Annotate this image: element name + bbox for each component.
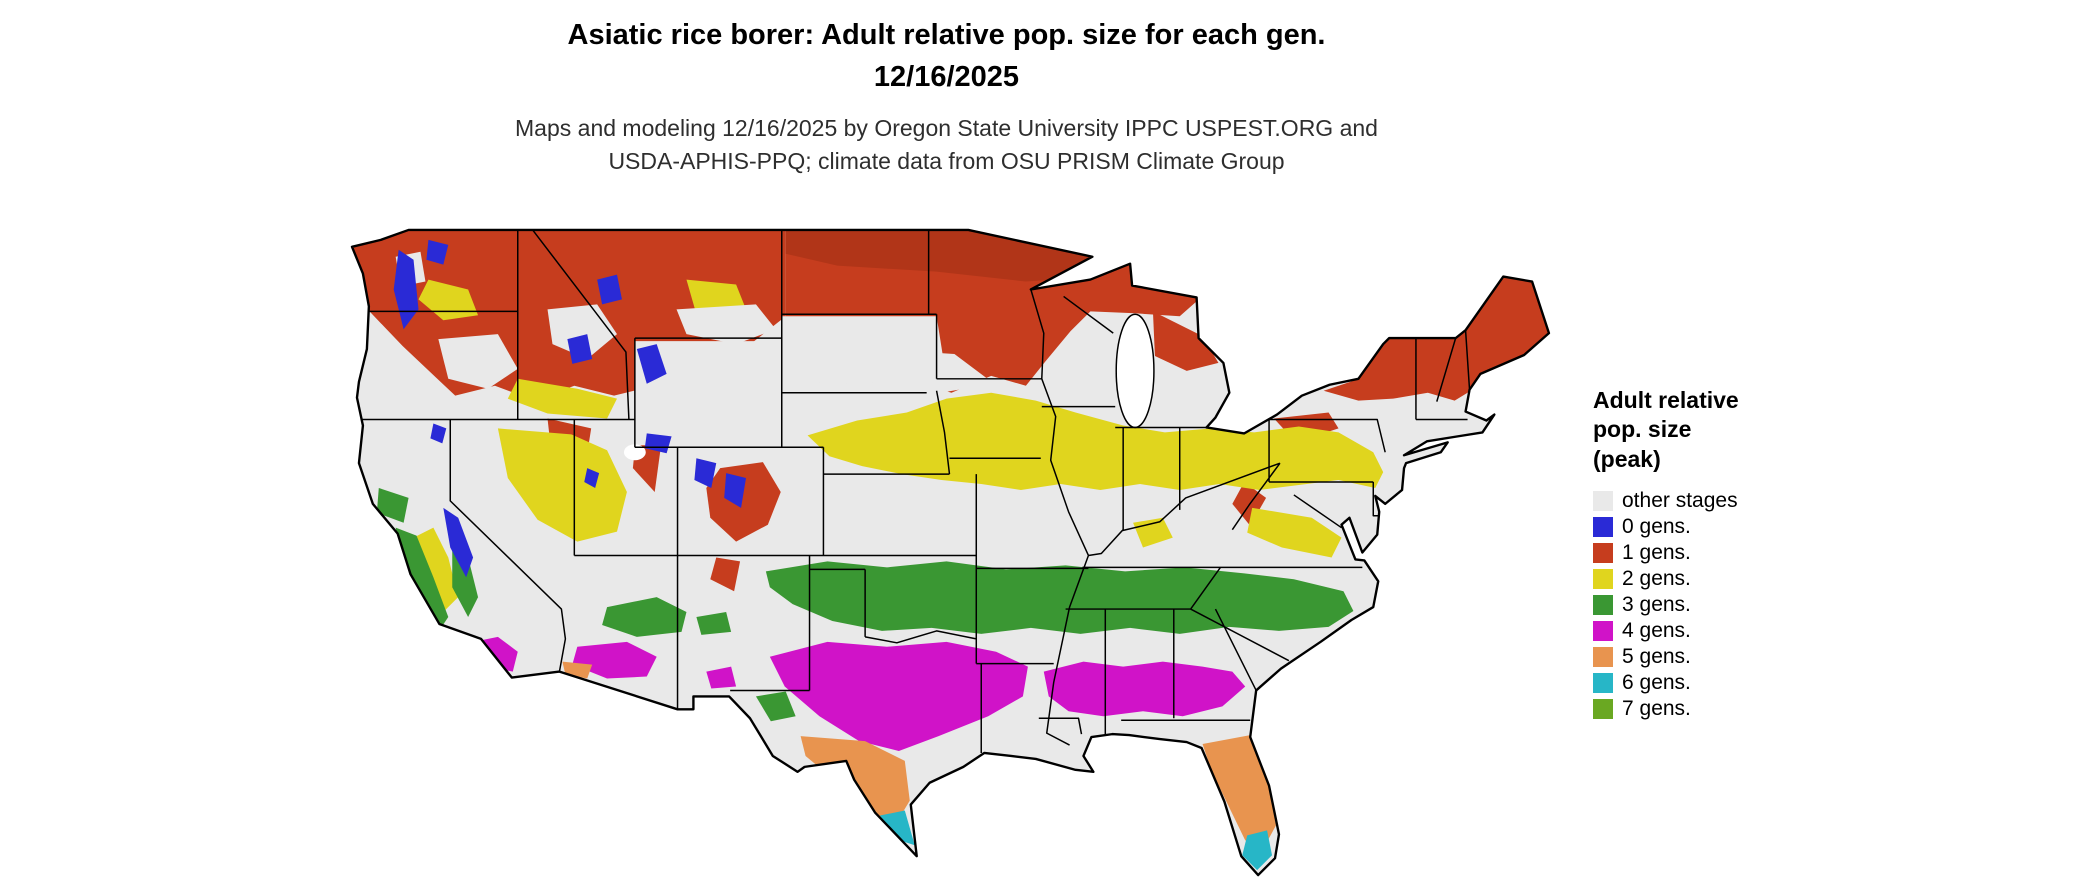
legend-swatch: [1593, 647, 1613, 668]
lake-michigan: [1115, 313, 1155, 429]
legend-item-7: 6 gens.: [1593, 670, 1843, 696]
legend-swatch: [1593, 595, 1613, 616]
map-layer-3-gens: [376, 487, 1354, 722]
legend-swatch: [1593, 699, 1613, 720]
us-outline: [350, 228, 1551, 877]
map-title-line-2: 12/16/2025: [873, 61, 1020, 94]
legend-item-label: 2 gens.: [1622, 567, 1691, 591]
legend-title-line-2: pop. size: [1593, 416, 1692, 443]
legend-item-6: 5 gens.: [1593, 644, 1843, 670]
legend-item-8: 7 gens.: [1593, 696, 1843, 722]
legend-swatch: [1593, 517, 1613, 538]
legend-item-0: other stages: [1593, 488, 1843, 514]
legend-swatch: [1593, 569, 1613, 590]
map-layer-6-gens: [880, 810, 1273, 871]
map-subtitle-line-2: USDA-APHIS-PPQ; climate data from OSU PR…: [608, 147, 1285, 174]
legend-swatch: [1593, 621, 1613, 642]
us-map: [350, 228, 1551, 877]
legend-item-label: 6 gens.: [1622, 671, 1691, 695]
legend-item-label: 0 gens.: [1622, 515, 1691, 539]
legend-item-3: 2 gens.: [1593, 566, 1843, 592]
map-subtitle-line-1: Maps and modeling 12/16/2025 by Oregon S…: [515, 115, 1378, 142]
map-layer-0-gens: [393, 239, 747, 578]
title-block: Asiatic rice borer: Adult relative pop. …: [338, 14, 1555, 177]
legend-title: Adult relative pop. size (peak): [1593, 386, 1843, 474]
legend-item-label: 5 gens.: [1622, 645, 1691, 669]
legend-item-label: 1 gens.: [1622, 541, 1691, 565]
legend-item-2: 1 gens.: [1593, 540, 1843, 566]
great-salt-lake: [623, 444, 646, 461]
map-title-line-1: Asiatic rice borer: Adult relative pop. …: [567, 19, 1326, 51]
legend-title-line-1: Adult relative: [1593, 387, 1739, 413]
legend-item-1: 0 gens.: [1593, 514, 1843, 540]
legend-title-line-3: (peak): [1593, 445, 1661, 472]
state-borders: [356, 229, 1471, 753]
legend-items: other stages 0 gens. 1 gens. 2 gens. 3 gens.…: [1593, 488, 1843, 722]
map-container: [338, 222, 1555, 882]
legend-item-label: 4 gens.: [1622, 619, 1691, 643]
legend-item-label: other stages: [1622, 489, 1738, 513]
legend: Adult relative pop. size (peak) other st…: [1593, 386, 1843, 722]
legend-swatch: [1593, 543, 1613, 564]
legend-item-5: 4 gens.: [1593, 618, 1843, 644]
map-layer-4-gens: [468, 636, 1246, 751]
legend-item-4: 3 gens.: [1593, 592, 1843, 618]
legend-swatch: [1593, 673, 1613, 694]
legend-swatch: [1593, 491, 1613, 512]
legend-item-label: 7 gens.: [1622, 697, 1691, 721]
map-subtitle: Maps and modeling 12/16/2025 by Oregon S…: [338, 112, 1555, 177]
legend-item-label: 3 gens.: [1622, 593, 1691, 617]
map-layer-2-gens: [413, 279, 1384, 613]
